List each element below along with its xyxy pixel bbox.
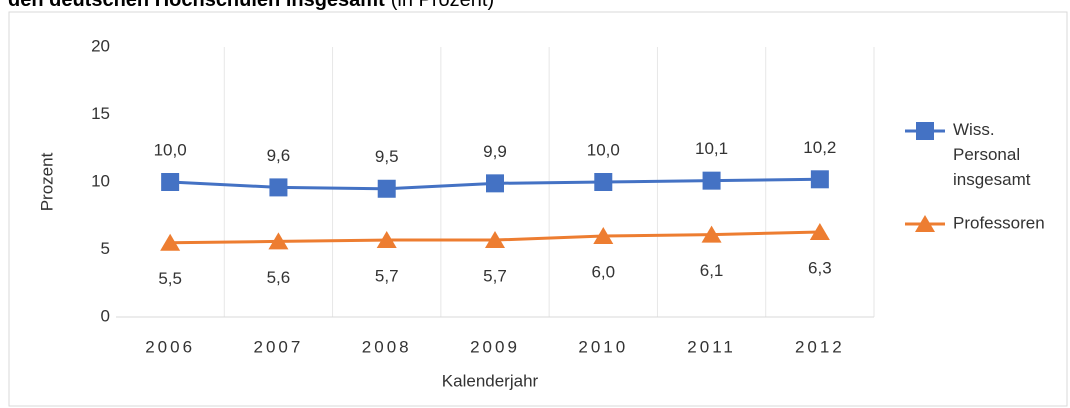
marker (486, 174, 504, 193)
marker (593, 227, 614, 244)
data-label: 9,6 (267, 146, 291, 165)
y-tick-label: 0 (101, 306, 110, 325)
data-label: 10,1 (695, 139, 728, 158)
marker (376, 231, 397, 249)
y-tick-label: 10 (91, 171, 110, 190)
x-tick-label: 2010 (578, 337, 628, 356)
marker (701, 225, 722, 243)
marker (269, 178, 288, 197)
x-tick-label: 2006 (145, 337, 195, 356)
x-tick-label: 2007 (254, 337, 304, 356)
marker (160, 233, 181, 251)
legend-marker (915, 215, 935, 232)
marker (594, 173, 613, 191)
data-label: 6,0 (591, 262, 615, 281)
data-label: 5,5 (158, 269, 182, 288)
data-label: 5,7 (375, 267, 399, 286)
x-axis-label: Kalenderjahr (442, 371, 539, 390)
data-label: 10,0 (154, 140, 187, 159)
marker (268, 232, 289, 250)
legend-label: Professoren (953, 213, 1045, 232)
y-axis-label: Prozent (37, 152, 56, 211)
data-label: 6,1 (700, 261, 724, 280)
x-tick-label: 2009 (470, 337, 520, 356)
marker (810, 170, 829, 189)
data-label: 6,3 (808, 258, 832, 277)
y-tick-label: 5 (101, 239, 110, 258)
marker (485, 231, 505, 249)
data-label: 10,2 (803, 138, 836, 157)
legend-label: Wiss. Personal insgesamt (953, 120, 1031, 189)
y-tick-label: 15 (91, 104, 110, 123)
y-tick-label: 20 (91, 36, 110, 55)
data-label: 9,5 (375, 147, 399, 166)
x-tick-label: 2008 (362, 337, 412, 356)
marker (377, 179, 396, 198)
chart-subtitle: (in Prozent) (391, 0, 494, 11)
marker (809, 222, 830, 240)
marker (702, 171, 721, 190)
chart-border (8, 11, 1068, 407)
legend-marker (916, 122, 934, 140)
chart-title: den deutschen Hochschulen insgesamt (8, 0, 385, 11)
x-tick-label: 2011 (687, 337, 736, 356)
data-label: 9,9 (483, 142, 507, 161)
data-label: 5,6 (267, 268, 291, 287)
data-label: 5,7 (483, 267, 507, 286)
marker (161, 173, 180, 191)
data-label: 10,0 (587, 140, 620, 159)
x-tick-label: 2012 (795, 337, 845, 356)
